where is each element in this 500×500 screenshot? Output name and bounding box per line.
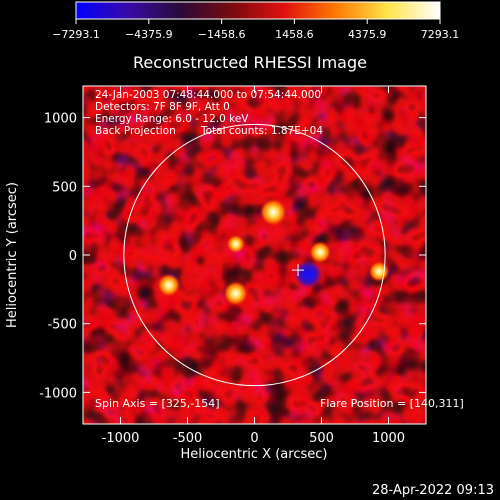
colorbar-ticks: −7293.1 −4375.9 −1458.6 1458.6 4375.9 7293.1 <box>52 19 459 41</box>
colorbar-tick-label: −1458.6 <box>198 28 246 41</box>
flare-position-label: Flare Position = [140,311] <box>320 397 464 410</box>
heatmap-texture <box>83 86 426 424</box>
timestamp: 28-Apr-2022 09:13 <box>372 483 494 498</box>
hot-spots <box>157 198 390 307</box>
chart-title: Reconstructed RHESSI Image <box>133 53 367 72</box>
x-tick-label: 0 <box>250 431 258 446</box>
hot-spot <box>259 198 288 227</box>
colorbar-tick-label: −4375.9 <box>125 28 173 41</box>
heatmap-image <box>83 86 426 424</box>
y-tick-label: -500 <box>47 318 77 333</box>
annotation-line: 24-Jan-2003 07:48:44.000 to 07:54:44.000 <box>95 89 321 101</box>
x-axis: -1000 -500 0 500 1000 <box>102 86 405 446</box>
colorbar-tick-label: −7293.1 <box>52 28 100 41</box>
hot-spot <box>223 280 249 307</box>
spin-axis-label: Spin Axis = [325,-154] <box>95 397 220 410</box>
hot-spot <box>308 241 332 264</box>
colorbar: −7293.1 −4375.9 −1458.6 1458.6 4375.9 7293.1 <box>52 1 459 41</box>
cold-spot <box>294 260 323 289</box>
hot-spot <box>157 273 181 297</box>
flare-position-marker <box>292 264 305 277</box>
colorbar-tick-label: 7293.1 <box>421 28 460 41</box>
x-tick-label: -1000 <box>102 431 140 446</box>
y-axis-label: Heliocentric Y (arcsec) <box>5 182 20 328</box>
y-tick-label: 0 <box>69 249 77 264</box>
y-tick-label: 500 <box>52 180 77 195</box>
hot-spot <box>368 260 390 282</box>
y-tick-label: -1000 <box>39 386 77 401</box>
annotation-line: Detectors: 7F 8F 9F, Att 0 <box>95 101 230 113</box>
solar-limb-circle <box>123 123 386 387</box>
annotation-total-counts: Total counts: 1.87E+04 <box>200 125 323 137</box>
x-tick-label: 500 <box>309 431 334 446</box>
hot-spot <box>226 234 246 254</box>
colorbar-tick-label: 1458.6 <box>275 28 314 41</box>
x-tick-label: 1000 <box>372 431 405 446</box>
x-tick-label: -500 <box>173 431 203 446</box>
colorbar-gradient <box>75 1 441 20</box>
annotation-block: 24-Jan-2003 07:48:44.000 to 07:54:44.000… <box>95 89 323 137</box>
y-axis: 1000 500 0 -500 -1000 <box>39 112 426 401</box>
annotation-line: Energy Range: 6.0 - 12.0 keV <box>95 113 249 125</box>
colorbar-tick-label: 4375.9 <box>348 28 387 41</box>
annotation-method: Back Projection <box>95 125 176 137</box>
y-tick-label: 1000 <box>44 112 77 127</box>
x-axis-label: Heliocentric X (arcsec) <box>181 447 328 462</box>
